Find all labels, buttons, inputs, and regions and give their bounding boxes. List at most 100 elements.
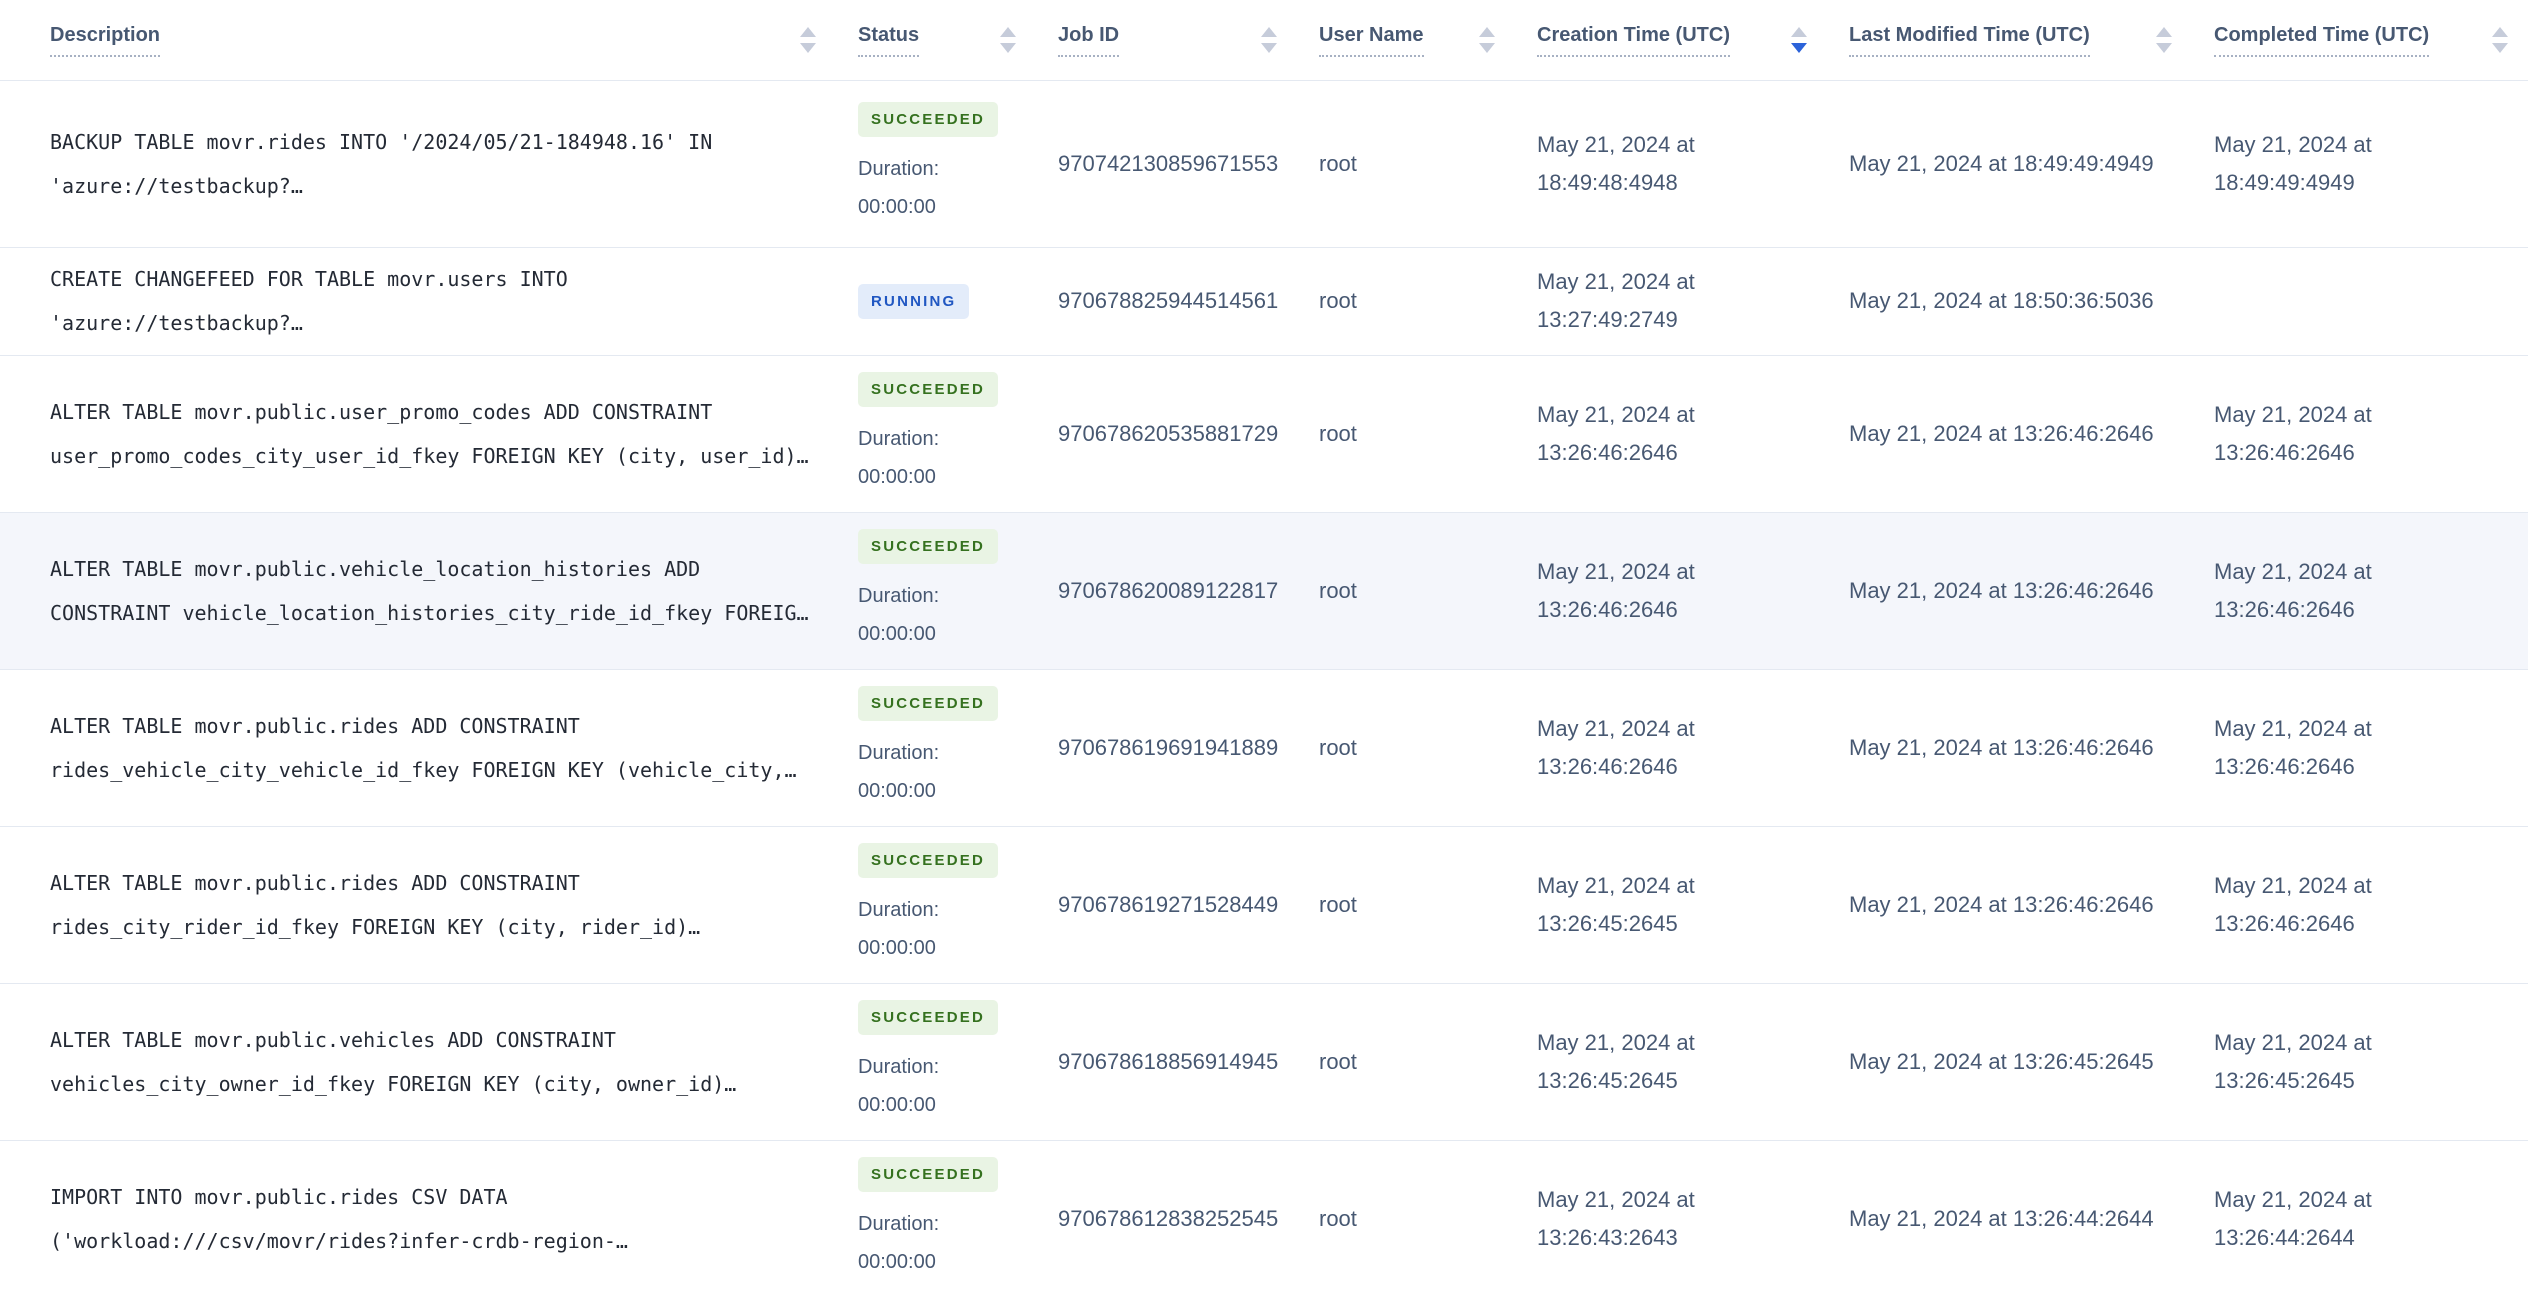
duration-value: 00:00:00 — [858, 465, 936, 488]
last-modified-time-cell: May 21, 2024 at 18:50:36:5036 — [1849, 288, 2154, 313]
column-header-completed-time[interactable]: Completed Time (UTC) — [2214, 0, 2528, 80]
status-cell: RUNNING — [858, 247, 1058, 355]
duration-label: Duration: — [858, 741, 940, 764]
completed-time-line: May 21, 2024 at — [2214, 1186, 2372, 1212]
creation-time-cell: May 21, 2024 at 13:26:45:2645 — [1537, 826, 1849, 983]
job-description-line[interactable]: rides_city_rider_id_fkey FOREIGN KEY (ci… — [50, 914, 701, 939]
duration-block: Duration: 00:00:00 — [858, 734, 1044, 810]
table-row: IMPORT INTO movr.public.rides CSV DATA (… — [0, 1140, 2528, 1292]
status-cell: SUCCEEDED Duration: 00:00:00 — [858, 983, 1058, 1140]
job-description-line[interactable]: BACKUP TABLE movr.rides INTO '/2024/05/2… — [50, 129, 713, 154]
job-description-line[interactable]: CONSTRAINT vehicle_location_histories_ci… — [50, 600, 809, 625]
creation-time-cell: May 21, 2024 at 13:27:49:2749 — [1537, 247, 1849, 355]
completed-time-cell: May 21, 2024 at 13:26:46:2646 — [2214, 512, 2528, 669]
sort-icon — [1479, 26, 1495, 53]
job-description-cell[interactable]: ALTER TABLE movr.public.vehicles ADD CON… — [0, 983, 858, 1140]
job-description-line[interactable]: CREATE CHANGEFEED FOR TABLE movr.users I… — [50, 267, 568, 291]
completed-time-line: May 21, 2024 at — [2214, 872, 2372, 898]
job-description-cell[interactable]: ALTER TABLE movr.public.vehicle_location… — [0, 512, 858, 669]
table-row: ALTER TABLE movr.public.vehicles ADD CON… — [0, 983, 2528, 1140]
status-badge: SUCCEEDED — [858, 371, 998, 407]
job-description-line[interactable]: 'azure://testbackup?… — [50, 173, 303, 198]
creation-time-line: May 21, 2024 at — [1537, 401, 1695, 427]
table-row: ALTER TABLE movr.public.rides ADD CONSTR… — [0, 669, 2528, 826]
column-label: User Name — [1319, 23, 1424, 57]
job-description-cell[interactable]: ALTER TABLE movr.public.rides ADD CONSTR… — [0, 669, 858, 826]
creation-time-line: May 21, 2024 at — [1537, 1186, 1695, 1212]
last-modified-time-cell: May 21, 2024 at 13:26:46:2646 — [1849, 891, 2154, 917]
job-description-cell[interactable]: BACKUP TABLE movr.rides INTO '/2024/05/2… — [0, 80, 858, 247]
completed-time-cell: May 21, 2024 at 13:26:46:2646 — [2214, 826, 2528, 983]
job-description-cell[interactable]: ALTER TABLE movr.public.user_promo_codes… — [0, 355, 858, 512]
job-description-line[interactable]: user_promo_codes_city_user_id_fkey FOREI… — [50, 443, 809, 468]
job-id-cell: 970742130859671553 — [1058, 150, 1279, 176]
job-description-line[interactable]: ('workload:///csv/movr/rides?infer-crdb-… — [50, 1228, 628, 1253]
status-cell: SUCCEEDED Duration: 00:00:00 — [858, 355, 1058, 512]
status-badge: RUNNING — [858, 283, 970, 319]
column-header-description[interactable]: Description — [0, 0, 858, 80]
user-name-cell: root — [1319, 891, 1357, 917]
jobs-table-body: BACKUP TABLE movr.rides INTO '/2024/05/2… — [0, 80, 2528, 1292]
creation-time-cell: May 21, 2024 at 18:49:48:4948 — [1537, 80, 1849, 247]
job-description-cell[interactable]: CREATE CHANGEFEED FOR TABLE movr.users I… — [0, 247, 858, 355]
status-cell: SUCCEEDED Duration: 00:00:00 — [858, 669, 1058, 826]
table-row: ALTER TABLE movr.public.user_promo_codes… — [0, 355, 2528, 512]
job-description-line[interactable]: ALTER TABLE movr.public.rides ADD CONSTR… — [50, 870, 580, 895]
job-description-line[interactable]: ALTER TABLE movr.public.user_promo_codes… — [50, 399, 713, 424]
status-cell: SUCCEEDED Duration: 00:00:00 — [858, 1140, 1058, 1292]
table-header-row: Description Status Job ID User Name — [0, 0, 2528, 80]
column-header-creation-time[interactable]: Creation Time (UTC) — [1537, 0, 1849, 80]
creation-time-line: May 21, 2024 at — [1537, 269, 1695, 294]
column-header-last-modified-time[interactable]: Last Modified Time (UTC) — [1849, 0, 2214, 80]
completed-time-cell: May 21, 2024 at 13:26:44:2644 — [2214, 1140, 2528, 1292]
last-modified-time-cell: May 21, 2024 at 13:26:45:2645 — [1849, 1048, 2154, 1074]
completed-time-line: 13:26:46:2646 — [2214, 753, 2355, 779]
job-id-cell: 970678620535881729 — [1058, 420, 1279, 446]
completed-time-line: 13:26:46:2646 — [2214, 910, 2355, 936]
duration-value: 00:00:00 — [858, 1250, 936, 1273]
column-header-job-id[interactable]: Job ID — [1058, 0, 1319, 80]
column-header-status[interactable]: Status — [858, 0, 1058, 80]
user-name-cell: root — [1319, 1048, 1357, 1074]
user-name-cell: root — [1319, 577, 1357, 603]
completed-time-cell — [2214, 247, 2528, 355]
user-name-cell: root — [1319, 288, 1357, 313]
job-id-cell: 970678620089122817 — [1058, 577, 1279, 603]
job-description-line[interactable]: ALTER TABLE movr.public.vehicle_location… — [50, 556, 701, 581]
sort-icon — [1000, 26, 1016, 53]
sort-icon — [800, 26, 816, 53]
job-description-line[interactable]: 'azure://testbackup?… — [50, 311, 303, 335]
column-label: Job ID — [1058, 23, 1120, 57]
creation-time-line: May 21, 2024 at — [1537, 1029, 1695, 1055]
column-label: Description — [50, 23, 161, 57]
creation-time-cell: May 21, 2024 at 13:26:43:2643 — [1537, 1140, 1849, 1292]
sort-icon-active-desc — [1791, 26, 1807, 53]
status-badge: SUCCEEDED — [858, 685, 998, 721]
job-id-cell: 970678618856914945 — [1058, 1048, 1279, 1074]
last-modified-time-cell: May 21, 2024 at 13:26:44:2644 — [1849, 1205, 2154, 1231]
job-description-line[interactable]: rides_vehicle_city_vehicle_id_fkey FOREI… — [50, 757, 797, 782]
status-badge: SUCCEEDED — [858, 101, 998, 137]
completed-time-cell: May 21, 2024 at 13:26:46:2646 — [2214, 669, 2528, 826]
last-modified-time-cell: May 21, 2024 at 13:26:46:2646 — [1849, 420, 2154, 446]
job-description-cell[interactable]: ALTER TABLE movr.public.rides ADD CONSTR… — [0, 826, 858, 983]
creation-time-cell: May 21, 2024 at 13:26:45:2645 — [1537, 983, 1849, 1140]
table-row: CREATE CHANGEFEED FOR TABLE movr.users I… — [0, 247, 2528, 355]
job-description-line[interactable]: ALTER TABLE movr.public.rides ADD CONSTR… — [50, 713, 580, 738]
job-id-cell: 970678612838252545 — [1058, 1205, 1279, 1231]
job-description-line[interactable]: ALTER TABLE movr.public.vehicles ADD CON… — [50, 1027, 616, 1052]
completed-time-line: May 21, 2024 at — [2214, 401, 2372, 427]
column-header-user-name[interactable]: User Name — [1319, 0, 1537, 80]
creation-time-cell: May 21, 2024 at 13:26:46:2646 — [1537, 355, 1849, 512]
duration-block: Duration: 00:00:00 — [858, 150, 1044, 226]
duration-label: Duration: — [858, 1212, 940, 1235]
job-description-line[interactable]: vehicles_city_owner_id_fkey FOREIGN KEY … — [50, 1071, 737, 1096]
status-badge: SUCCEEDED — [858, 1156, 998, 1192]
creation-time-line: 13:26:46:2646 — [1537, 439, 1678, 465]
column-label: Status — [858, 23, 920, 57]
completed-time-cell: May 21, 2024 at 18:49:49:4949 — [2214, 80, 2528, 247]
duration-block: Duration: 00:00:00 — [858, 1205, 1044, 1281]
duration-block: Duration: 00:00:00 — [858, 1048, 1044, 1124]
job-description-line[interactable]: IMPORT INTO movr.public.rides CSV DATA — [50, 1184, 508, 1209]
job-description-cell[interactable]: IMPORT INTO movr.public.rides CSV DATA (… — [0, 1140, 858, 1292]
